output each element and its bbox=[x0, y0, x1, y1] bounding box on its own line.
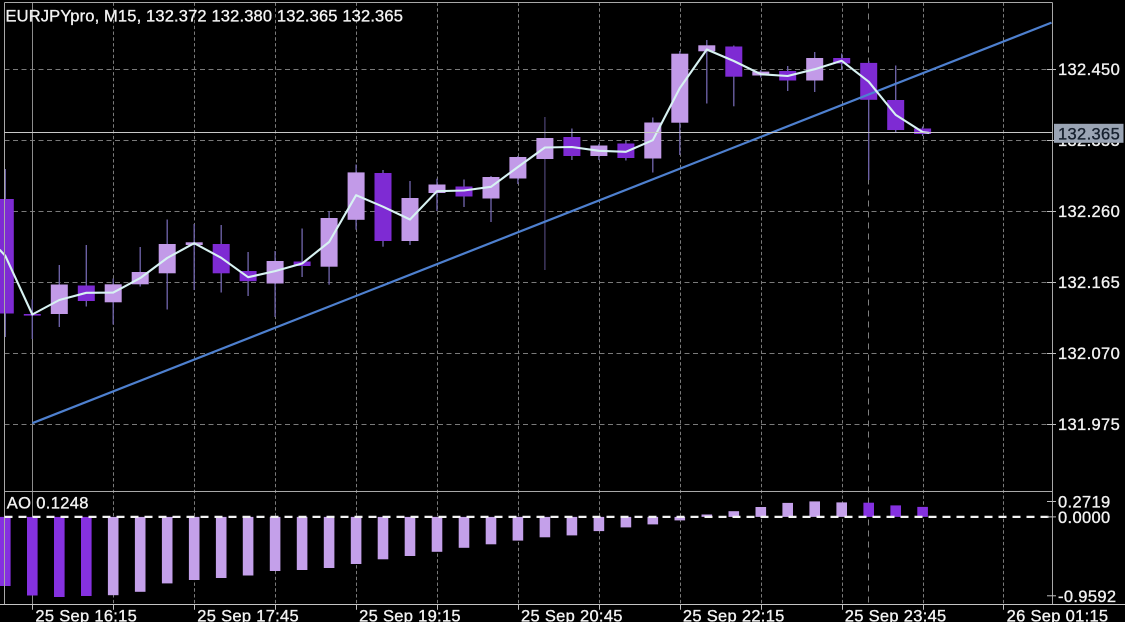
svg-text:25 Sep 19:15: 25 Sep 19:15 bbox=[359, 608, 461, 622]
svg-text:132.365: 132.365 bbox=[1058, 126, 1120, 144]
svg-text:25 Sep 16:15: 25 Sep 16:15 bbox=[35, 608, 137, 622]
svg-text:-0.9592: -0.9592 bbox=[1058, 588, 1116, 606]
svg-text:0.0000: 0.0000 bbox=[1058, 509, 1111, 527]
svg-text:0.2719: 0.2719 bbox=[1058, 494, 1111, 512]
svg-text:AO 0.1248: AO 0.1248 bbox=[7, 495, 89, 513]
svg-text:25 Sep 17:45: 25 Sep 17:45 bbox=[197, 608, 299, 622]
svg-text:132.450: 132.450 bbox=[1058, 61, 1120, 79]
svg-text:25 Sep 22:15: 25 Sep 22:15 bbox=[683, 608, 785, 622]
svg-text:132.165: 132.165 bbox=[1058, 274, 1120, 292]
svg-text:25 Sep 20:45: 25 Sep 20:45 bbox=[521, 608, 623, 622]
svg-text:25 Sep 23:45: 25 Sep 23:45 bbox=[845, 608, 947, 622]
svg-text:EURJPYpro, M15, 132.372 132.38: EURJPYpro, M15, 132.372 132.380 132.365 … bbox=[6, 7, 404, 25]
svg-text:26 Sep 01:15: 26 Sep 01:15 bbox=[1007, 608, 1109, 622]
svg-text:131.975: 131.975 bbox=[1058, 416, 1120, 434]
svg-text:132.070: 132.070 bbox=[1058, 345, 1120, 363]
svg-text:132.260: 132.260 bbox=[1058, 203, 1120, 221]
